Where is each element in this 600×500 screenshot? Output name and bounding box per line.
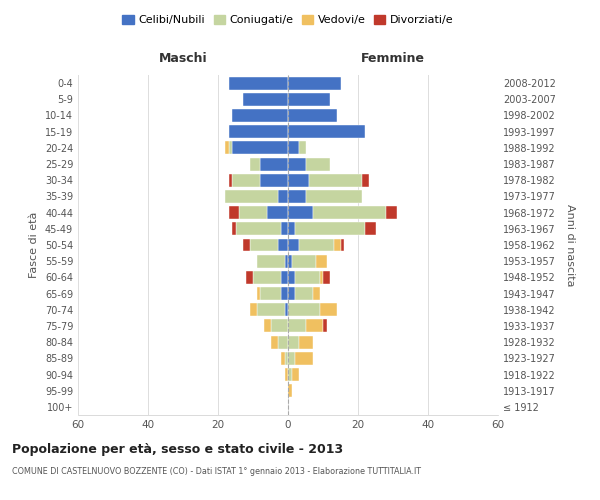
Bar (284, 304, 288, 316)
Text: Maschi: Maschi (158, 52, 208, 66)
Bar (257, 287, 260, 300)
Bar (242, 238, 250, 252)
Bar (323, 271, 330, 284)
Bar (361, 174, 368, 186)
Bar (288, 384, 292, 397)
Bar (229, 174, 232, 186)
Bar (288, 304, 320, 316)
Bar (320, 271, 323, 284)
Bar (288, 76, 341, 90)
Bar (295, 287, 313, 300)
Text: Femmine: Femmine (361, 52, 425, 66)
Bar (292, 254, 316, 268)
Y-axis label: Fasce di età: Fasce di età (29, 212, 39, 278)
Bar (299, 142, 305, 154)
Bar (253, 271, 281, 284)
Bar (288, 336, 299, 348)
Bar (295, 352, 313, 365)
Bar (271, 336, 277, 348)
Bar (288, 222, 295, 235)
Text: Popolazione per età, sesso e stato civile - 2013: Popolazione per età, sesso e stato civil… (12, 442, 343, 456)
Bar (288, 206, 313, 219)
Bar (277, 238, 288, 252)
Bar (288, 142, 299, 154)
Bar (232, 142, 288, 154)
Bar (323, 320, 326, 332)
Legend: Celibi/Nubili, Coniugati/e, Vedovi/e, Divorziati/e: Celibi/Nubili, Coniugati/e, Vedovi/e, Di… (118, 10, 458, 30)
Bar (288, 320, 305, 332)
Bar (299, 336, 313, 348)
Bar (288, 254, 292, 268)
Bar (277, 336, 288, 348)
Bar (229, 125, 288, 138)
Bar (386, 206, 397, 219)
Bar (235, 222, 281, 235)
Bar (288, 352, 295, 365)
Bar (281, 222, 288, 235)
Bar (288, 190, 305, 203)
Bar (229, 142, 232, 154)
Bar (313, 206, 386, 219)
Bar (299, 238, 334, 252)
Y-axis label: Anni di nascita: Anni di nascita (565, 204, 575, 286)
Bar (277, 190, 288, 203)
Bar (288, 158, 305, 170)
Bar (281, 271, 288, 284)
Bar (284, 368, 288, 381)
Bar (313, 287, 320, 300)
Bar (284, 254, 288, 268)
Bar (232, 109, 288, 122)
Bar (250, 304, 257, 316)
Bar (267, 206, 288, 219)
Bar (309, 174, 361, 186)
Bar (260, 287, 281, 300)
Bar (288, 93, 330, 106)
Bar (288, 238, 299, 252)
Bar (305, 320, 323, 332)
Bar (257, 304, 284, 316)
Text: COMUNE DI CASTELNUOVO BOZZENTE (CO) - Dati ISTAT 1° gennaio 2013 - Elaborazione : COMUNE DI CASTELNUOVO BOZZENTE (CO) - Da… (12, 468, 421, 476)
Bar (288, 368, 292, 381)
Bar (281, 287, 288, 300)
Bar (260, 174, 288, 186)
Bar (365, 222, 376, 235)
Bar (316, 254, 326, 268)
Bar (232, 222, 235, 235)
Bar (239, 206, 267, 219)
Bar (288, 287, 295, 300)
Bar (250, 238, 277, 252)
Bar (305, 158, 330, 170)
Bar (284, 352, 288, 365)
Bar (288, 125, 365, 138)
Bar (288, 271, 295, 284)
Bar (292, 368, 299, 381)
Bar (246, 271, 253, 284)
Bar (229, 206, 239, 219)
Bar (305, 190, 361, 203)
Bar (242, 93, 288, 106)
Bar (341, 238, 344, 252)
Bar (288, 174, 309, 186)
Bar (320, 304, 337, 316)
Bar (263, 320, 271, 332)
Bar (295, 222, 365, 235)
Bar (334, 238, 341, 252)
Bar (225, 142, 229, 154)
Bar (232, 174, 260, 186)
Bar (257, 254, 284, 268)
Bar (225, 190, 277, 203)
Bar (271, 320, 288, 332)
Bar (250, 158, 260, 170)
Bar (260, 158, 288, 170)
Bar (295, 271, 320, 284)
Bar (281, 352, 284, 365)
Bar (229, 76, 288, 90)
Bar (288, 109, 337, 122)
